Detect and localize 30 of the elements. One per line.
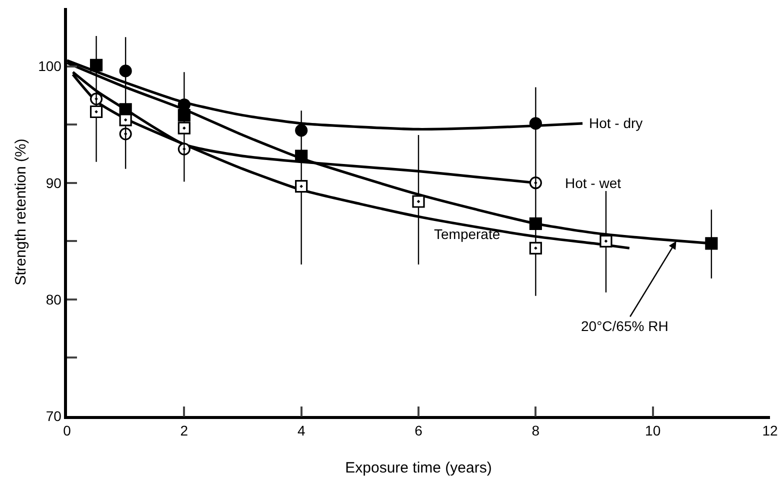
annotation: 20°C/65% RH bbox=[581, 318, 668, 334]
point bbox=[412, 195, 425, 208]
point bbox=[295, 150, 308, 162]
x-tick-label: 8 bbox=[532, 422, 540, 439]
annotation: Hot - wet bbox=[565, 175, 622, 191]
x-tick-label: 2 bbox=[180, 422, 188, 439]
y-tick-label: 90 bbox=[46, 174, 62, 191]
point bbox=[90, 58, 103, 72]
x-tick-label: 0 bbox=[63, 422, 72, 439]
point bbox=[705, 237, 718, 250]
y-axis-title: Strength retention (%) bbox=[12, 138, 30, 286]
y-tick-label: 100 bbox=[38, 58, 62, 74]
point bbox=[119, 114, 132, 126]
y-tick-label: 80 bbox=[46, 291, 62, 308]
annotation: Temperate bbox=[434, 226, 500, 242]
point bbox=[529, 242, 542, 254]
point bbox=[529, 217, 542, 230]
point bbox=[119, 64, 132, 78]
point bbox=[178, 108, 190, 122]
point bbox=[600, 234, 612, 248]
point bbox=[90, 105, 103, 118]
y-tick-label: 70 bbox=[46, 408, 62, 424]
x-tick-label: 10 bbox=[645, 422, 661, 439]
x-tick-label: 6 bbox=[414, 422, 423, 439]
point bbox=[295, 180, 308, 193]
annotation: Hot - dry bbox=[589, 115, 643, 131]
x-tick-label: 4 bbox=[297, 422, 306, 439]
x-axis-title: Exposure time (years) bbox=[345, 460, 492, 476]
point bbox=[178, 122, 190, 134]
x-tick-label: 12 bbox=[762, 422, 778, 439]
